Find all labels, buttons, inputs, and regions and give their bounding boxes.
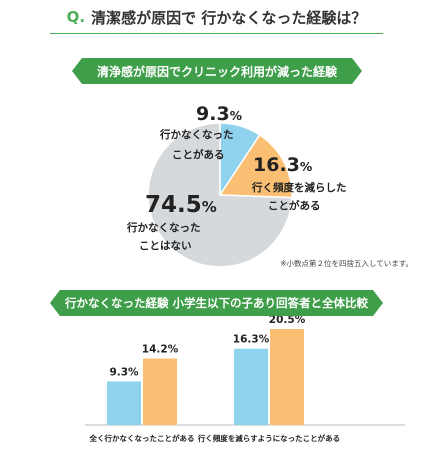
pie-chart-title: 清浄感が原因でクリニック利用が減った経験 [72,58,362,84]
bar-category-label: 全く行かなくなったことがある [89,433,195,443]
bar-value-label: 20.5% [269,314,306,326]
bar [270,329,304,425]
pie-value-label: 16.3% [253,154,312,176]
pie-value-label: 74.5% [145,192,217,218]
pie-slice [147,122,293,268]
pie-labels: 9.3%行かなくなったことがある 16.3%行く頻度を減らしたことがある74.5%… [126,103,347,252]
bar [234,348,268,425]
bar-value-label: 9.3% [109,366,139,378]
pie-chart [147,122,293,268]
pie-category-label: 行かなくなった [159,128,234,141]
pie-category-label: 行く頻度を減らした [251,181,347,194]
pie-value-label: 9.3% [196,103,242,125]
bar-category-label: 行く頻度を減らすようになったことがある [197,433,340,443]
pie-slice [218,133,293,199]
question-prefix: Q. [66,8,86,26]
bar-chart-title: 行かなくなった経験 小学生以下の子あり回答者と全体比較 [50,290,383,316]
bar-value-label: 16.3% [233,334,270,346]
question-text: 清潔感が原因で 行かなくなった経験は？ [91,8,367,27]
question-title: Q. 清潔感が原因で 行かなくなった経験は？ [0,0,433,34]
pie-category-label: ことはない [139,240,192,252]
pie-category-label: 行かなくなった [126,221,201,234]
bar [143,358,177,425]
bar-chart: 9.3%14.2% 全く行かなくなったことがある 16.3% 20.5% 行く頻度を減ら… [85,314,405,443]
bar-value-label: 14.2% [142,344,179,356]
pie-category-label: ことがある [268,199,321,212]
bar [107,381,141,425]
pie-category-label: ことがある [172,148,225,161]
question-underline [50,33,383,34]
rounding-note: ※小数点第２位を四捨五入しています。 [280,259,413,268]
